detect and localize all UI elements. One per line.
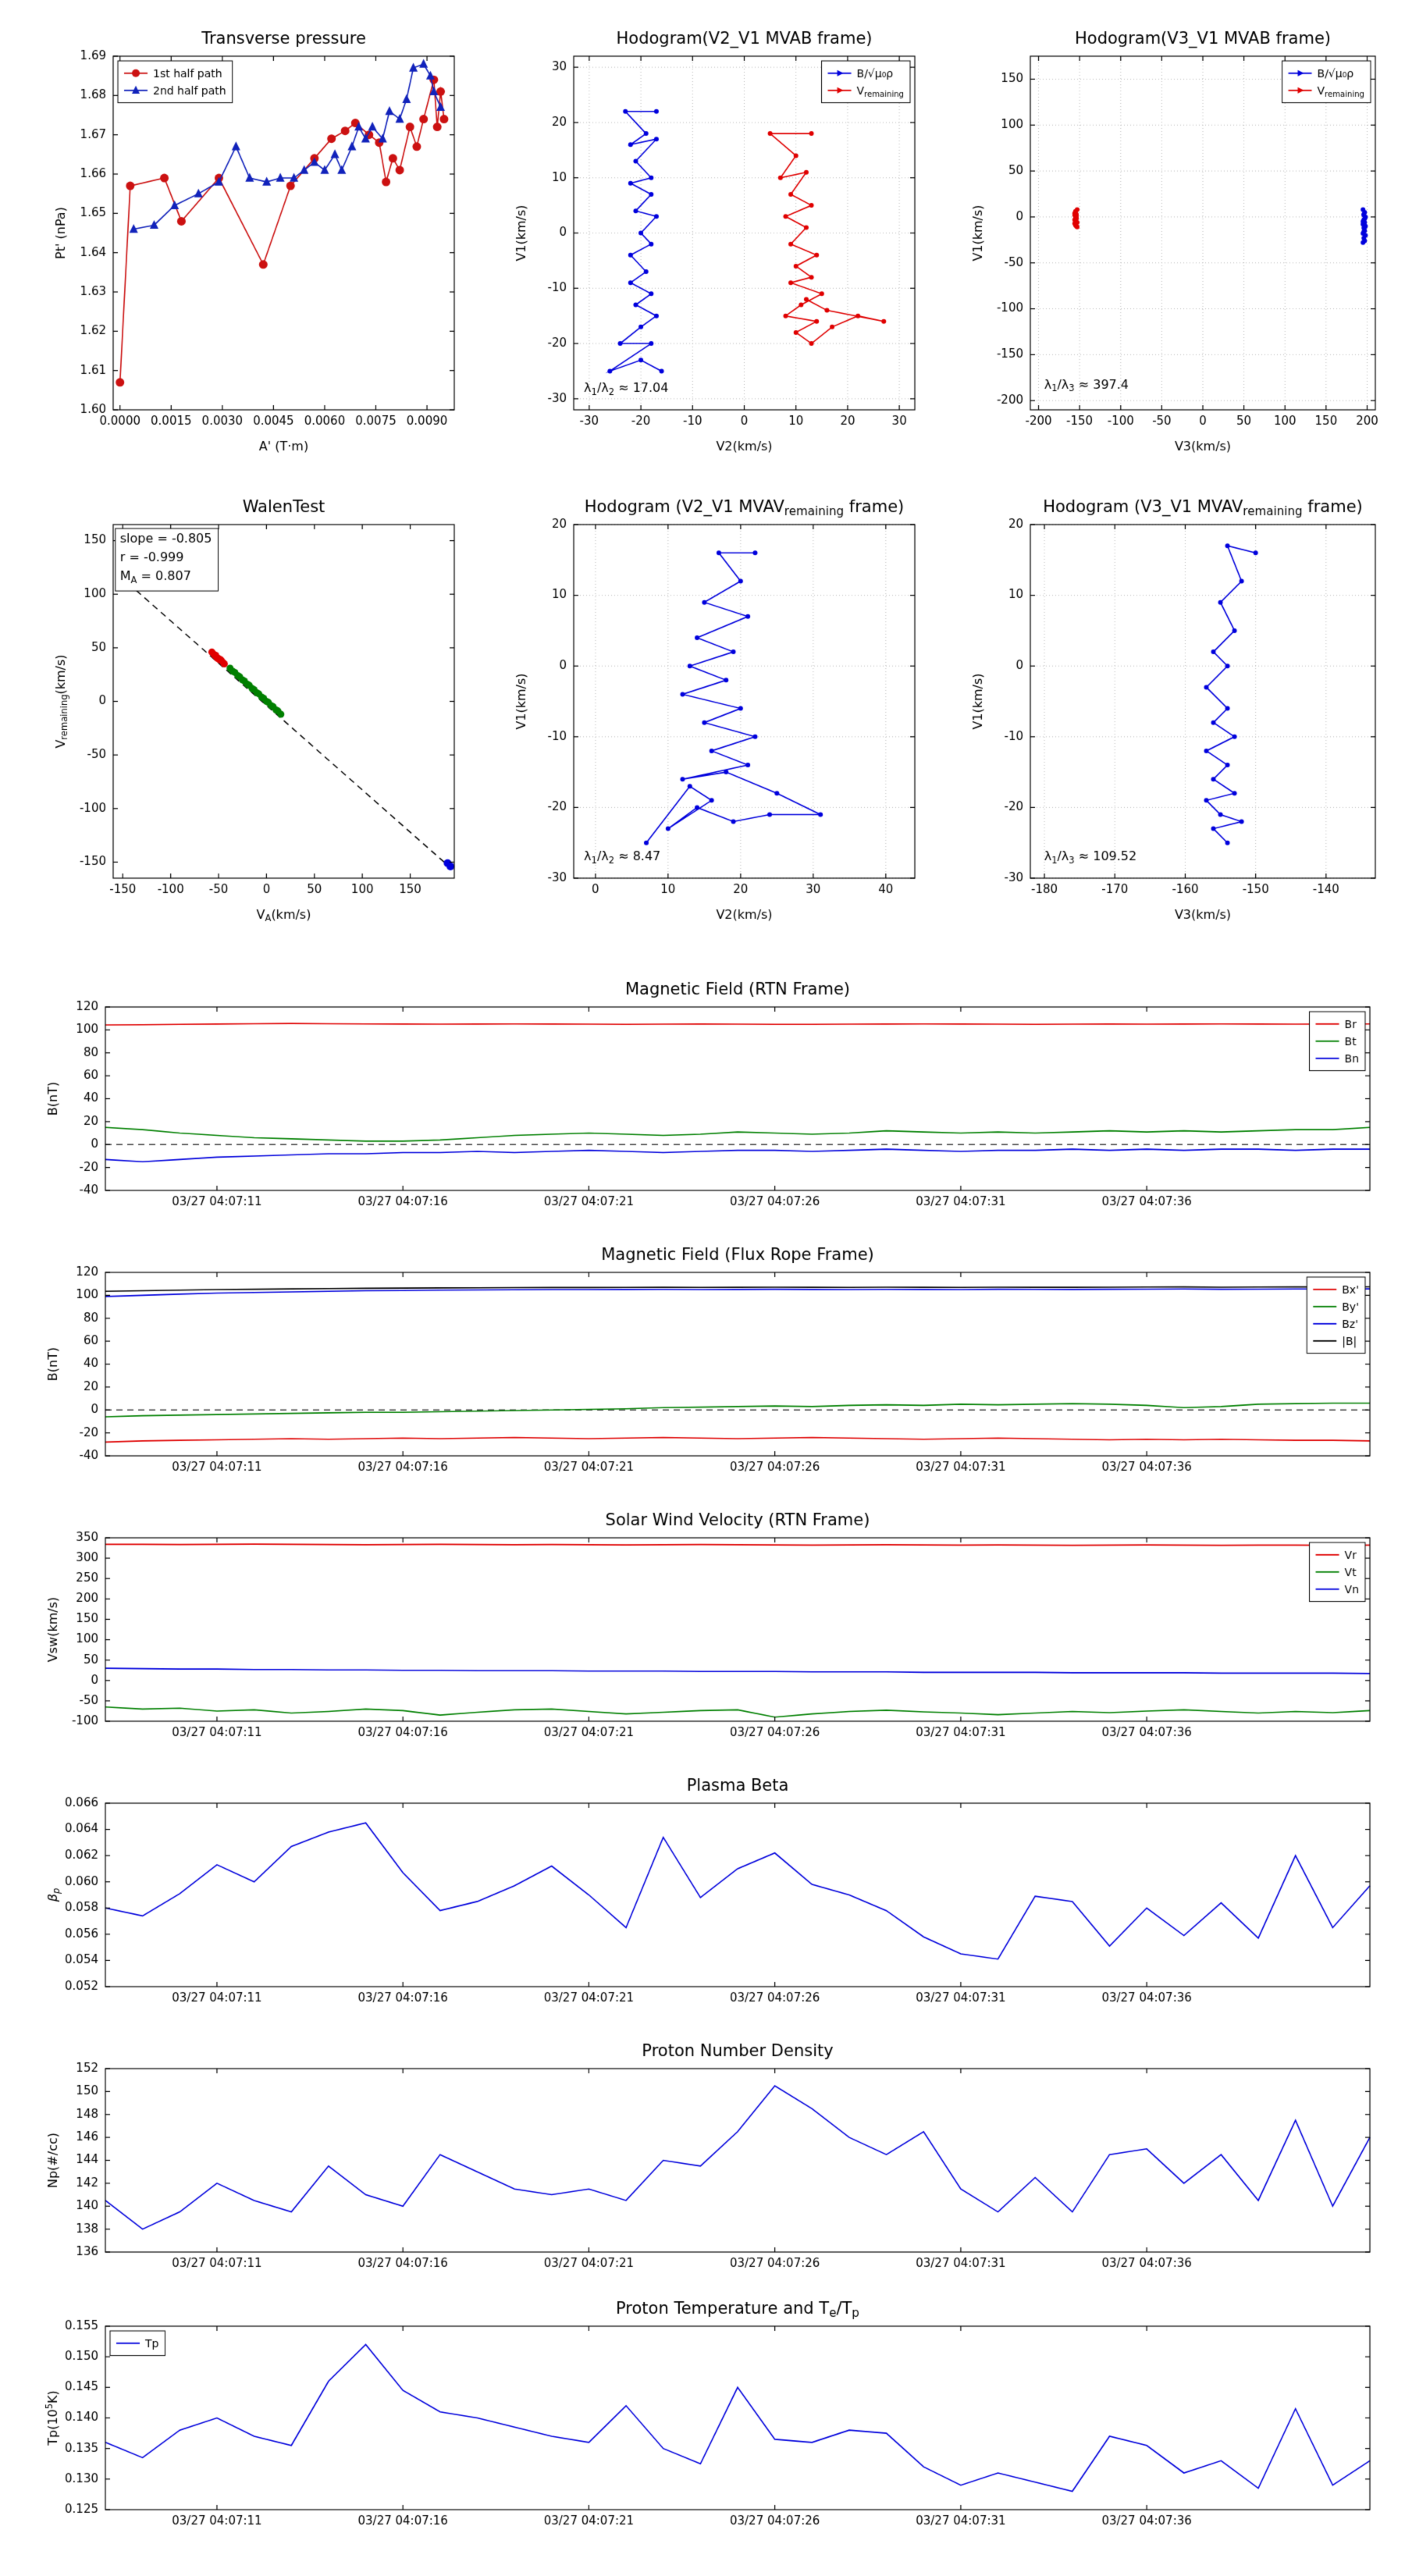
chart-hodogram-v2v1-mvav (492, 484, 929, 941)
chart-transverse-pressure (31, 16, 468, 472)
chart-magnetic-field-flux-rope (31, 1237, 1389, 1495)
chart-hodogram-v3v1-mvab (948, 16, 1389, 472)
chart-magnetic-field-rtn (31, 972, 1389, 1229)
chart-plasma-beta (31, 1768, 1389, 2026)
chart-hodogram-v3v1-mvav (948, 484, 1389, 941)
chart-hodogram-v2v1-mvab (492, 16, 929, 472)
chart-walen-test (31, 484, 468, 941)
chart-solar-wind-velocity (31, 1503, 1389, 1760)
chart-proton-temperature (31, 2291, 1389, 2549)
chart-proton-number-density (31, 2033, 1389, 2291)
